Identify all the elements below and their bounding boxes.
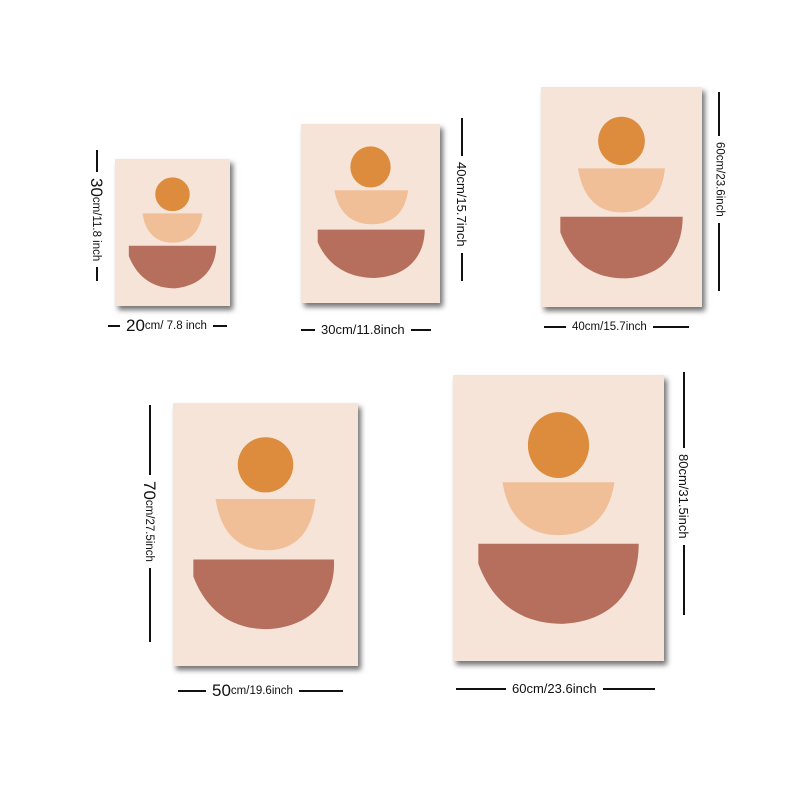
poster-30x40 (301, 124, 440, 303)
middle-bowl-shape (578, 168, 665, 213)
width-unit: cm/ 7.8 inch (144, 320, 207, 332)
dimension-line (717, 222, 720, 291)
height-text: 60cm/23.6inch (713, 142, 726, 217)
width-number: 50 (212, 681, 231, 700)
height-number: 70 (140, 481, 159, 500)
height-text: 80cm/31.5inch (676, 454, 691, 539)
dimension-line (95, 267, 98, 282)
width-text: 60cm/23.6inch (512, 681, 597, 696)
dimension-line (717, 92, 720, 136)
width-number: 20 (126, 316, 145, 335)
dimension-line (682, 544, 685, 615)
bottom-bowl-shape (317, 229, 425, 278)
circle-shape (155, 177, 190, 212)
middle-bowl-shape (215, 498, 316, 551)
dimension-line (108, 325, 120, 327)
height-label-30x40: 40cm/15.7inch (454, 118, 469, 281)
height-label-20x30: 30cm/11.8 inch (87, 150, 106, 282)
dimension-line (460, 118, 463, 156)
poster-60x80 (453, 375, 664, 661)
poster-20x30 (115, 159, 230, 306)
height-label-60x80: 80cm/31.5inch (676, 372, 691, 615)
circle-shape (527, 412, 590, 478)
dimension-line (460, 252, 463, 281)
width-label-60x80: 60cm/23.6inch (456, 681, 655, 696)
height-unit: cm/27.5inch (143, 499, 155, 562)
bottom-bowl-shape (193, 559, 335, 630)
width-unit: cm/19.6inch (230, 685, 293, 697)
circle-shape (350, 146, 391, 188)
height-number: 30 (87, 178, 106, 197)
dimension-line (212, 325, 227, 327)
bottom-bowl-shape (560, 216, 683, 279)
height-unit: cm/11.8 inch (90, 196, 102, 262)
height-text: 40cm/15.7inch (454, 162, 469, 247)
dimension-line (602, 687, 655, 690)
width-label-50x70: 50 cm/19.6inch (178, 681, 343, 701)
abstract-art (128, 177, 217, 289)
dimension-line (456, 687, 506, 690)
circle-shape (237, 437, 294, 493)
dimension-line (178, 690, 206, 692)
width-label-40x60: 40cm/15.7inch (544, 321, 689, 333)
dimension-line (682, 372, 685, 448)
bottom-bowl-shape (128, 245, 217, 289)
bottom-bowl-shape (478, 543, 639, 624)
abstract-art (478, 412, 639, 624)
middle-bowl-shape (502, 482, 615, 536)
dimension-line (652, 326, 689, 328)
width-label-20x30: 20 cm/ 7.8 inch (108, 316, 227, 336)
height-label-40x60: 60cm/23.6inch (713, 92, 726, 291)
abstract-art (317, 146, 425, 278)
dimension-line (298, 690, 343, 692)
dimension-line (544, 326, 566, 328)
width-text: 30cm/11.8inch (321, 322, 405, 337)
dimension-line (148, 405, 151, 475)
abstract-art (193, 437, 335, 630)
height-label-50x70: 70cm/27.5inch (140, 405, 159, 642)
poster-50x70 (173, 403, 358, 666)
dimension-line (410, 328, 431, 331)
dimension-line (148, 567, 151, 642)
width-label-30x40: 30cm/11.8inch (301, 322, 431, 337)
circle-shape (598, 116, 645, 166)
poster-40x60 (541, 87, 702, 307)
middle-bowl-shape (334, 190, 409, 225)
dimension-line (301, 328, 315, 331)
abstract-art (560, 116, 683, 279)
dimension-line (95, 150, 98, 172)
middle-bowl-shape (142, 213, 203, 243)
width-text: 40cm/15.7inch (572, 321, 647, 333)
